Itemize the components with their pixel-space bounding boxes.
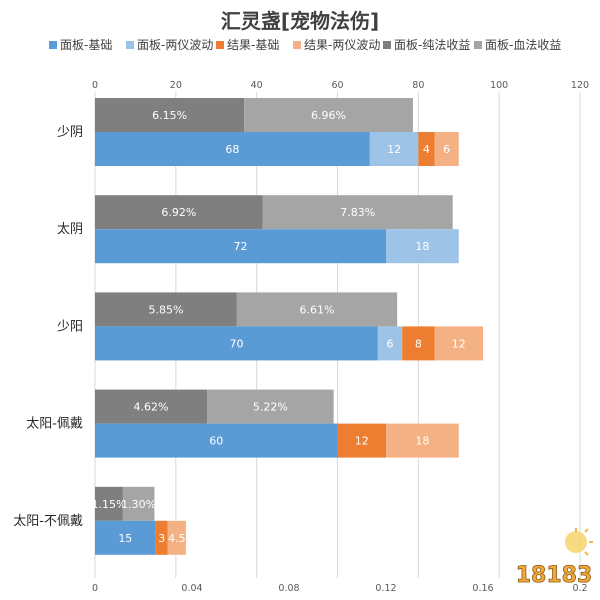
legend-swatch (49, 41, 57, 49)
data-label: 6.61% (300, 303, 335, 316)
legend-item: 面板-两仪波动 (126, 38, 213, 52)
data-label: 12 (387, 143, 401, 156)
bottom-tick-label: 0.08 (278, 583, 299, 594)
legend-label: 面板-基础 (60, 38, 112, 52)
bar-segment (155, 520, 168, 555)
legend-item: 面板-基础 (49, 38, 112, 52)
bar-segment (386, 423, 459, 458)
data-label: 6 (443, 143, 450, 156)
data-label: 6.92% (161, 206, 196, 219)
bar-segment (434, 132, 459, 166)
legend-swatch (474, 41, 482, 49)
bar-segment (262, 195, 453, 230)
legend-label: 面板-纯法收益 (394, 38, 470, 52)
top-tick-label: 60 (331, 80, 343, 91)
bars: 6.15% 6.96%68 12 4 66.92% 7.83%72 185.85% 6.61%… (91, 98, 483, 555)
top-tick-label: 120 (571, 80, 589, 91)
legend: 面板-基础 面板-两仪波动 结果-基础 结果-两仪波动 面板-纯法收益 面板-血法收益 (49, 38, 561, 52)
legend-label: 面板-血法收益 (485, 38, 561, 52)
bar-segment (95, 292, 237, 327)
bar-segment (95, 389, 208, 424)
legend-item: 结果-基础 (216, 38, 279, 52)
chart-title: 汇灵盏[宠物法伤] (221, 9, 379, 33)
bottom-axis: 0 0.04 0.08 0.12 0.16 0.2 (92, 583, 588, 594)
bar-segment (95, 229, 386, 264)
data-label: 18 (415, 240, 429, 253)
bar-segment (95, 98, 245, 132)
data-label: 4.5 (168, 532, 186, 545)
legend-swatch (383, 41, 391, 49)
watermark-logo: 18183 (515, 528, 593, 588)
category-label: 太阴 (57, 222, 83, 237)
top-tick-label: 20 (170, 80, 182, 91)
data-label: 5.85% (148, 303, 183, 316)
data-label: 68 (225, 143, 239, 156)
legend-label: 面板-两仪波动 (137, 38, 213, 52)
bar-segment (244, 98, 413, 132)
bar-segment (236, 292, 398, 327)
bottom-tick-label: 0.16 (472, 583, 493, 594)
category-label: 少阴 (57, 125, 83, 140)
bar-segment (122, 486, 155, 521)
data-label: 5.22% (253, 401, 288, 414)
category-label: 太阳-佩戴 (26, 417, 83, 432)
top-tick-label: 40 (251, 80, 263, 91)
data-label: 60 (209, 435, 223, 448)
bar-segment (95, 423, 338, 458)
bar-segment (337, 423, 386, 458)
data-label: 6 (387, 337, 394, 350)
bar-segment (167, 520, 186, 555)
data-label: 70 (229, 337, 243, 350)
bar-segment (402, 326, 435, 361)
data-label: 72 (234, 240, 248, 253)
top-tick-label: 100 (490, 80, 508, 91)
bar-segment (386, 229, 459, 264)
data-label: 1.30% (121, 498, 156, 511)
bottom-tick-label: 0.04 (181, 583, 202, 594)
data-label: 12 (355, 435, 369, 448)
legend-item: 面板-纯法收益 (383, 38, 470, 52)
category-label: 太阳-不佩戴 (13, 514, 83, 529)
legend-label: 结果-两仪波动 (304, 38, 380, 52)
data-label: 18 (415, 435, 429, 448)
data-label: 4 (423, 143, 430, 156)
data-label: 15 (118, 532, 132, 545)
data-label: 1.15% (91, 498, 126, 511)
data-label: 4.62% (134, 401, 169, 414)
data-label: 12 (452, 337, 466, 350)
legend-item: 面板-血法收益 (474, 38, 561, 52)
category-label: 少阳 (57, 319, 83, 334)
bottom-tick-label: 0.2 (572, 583, 587, 594)
legend-swatch (216, 41, 224, 49)
bar-segment (418, 132, 435, 166)
bar-segment (95, 326, 378, 361)
data-label: 8 (415, 337, 422, 350)
watermark-text: 18183 (516, 563, 593, 588)
data-label: 7.83% (340, 206, 375, 219)
bar-segment (95, 520, 156, 555)
bottom-tick-label: 0 (92, 583, 98, 594)
legend-swatch (293, 41, 301, 49)
bar-segment (377, 326, 403, 361)
data-label: 3 (158, 532, 165, 545)
bar-segment (95, 132, 370, 166)
bar-segment (95, 195, 263, 230)
bar-segment (434, 326, 483, 361)
legend-label: 结果-基础 (227, 38, 279, 52)
data-label: 6.15% (152, 109, 187, 122)
top-tick-label: 80 (412, 80, 424, 91)
legend-swatch (126, 41, 134, 49)
data-label: 6.96% (311, 109, 346, 122)
bar-segment (95, 486, 123, 521)
legend-item: 结果-两仪波动 (293, 38, 380, 52)
bottom-tick-label: 0.12 (375, 583, 396, 594)
bar-segment (207, 389, 334, 424)
bar-segment (369, 132, 419, 166)
top-tick-label: 0 (92, 80, 98, 91)
top-axis: 0 20 40 60 80 100 120 (92, 80, 589, 91)
